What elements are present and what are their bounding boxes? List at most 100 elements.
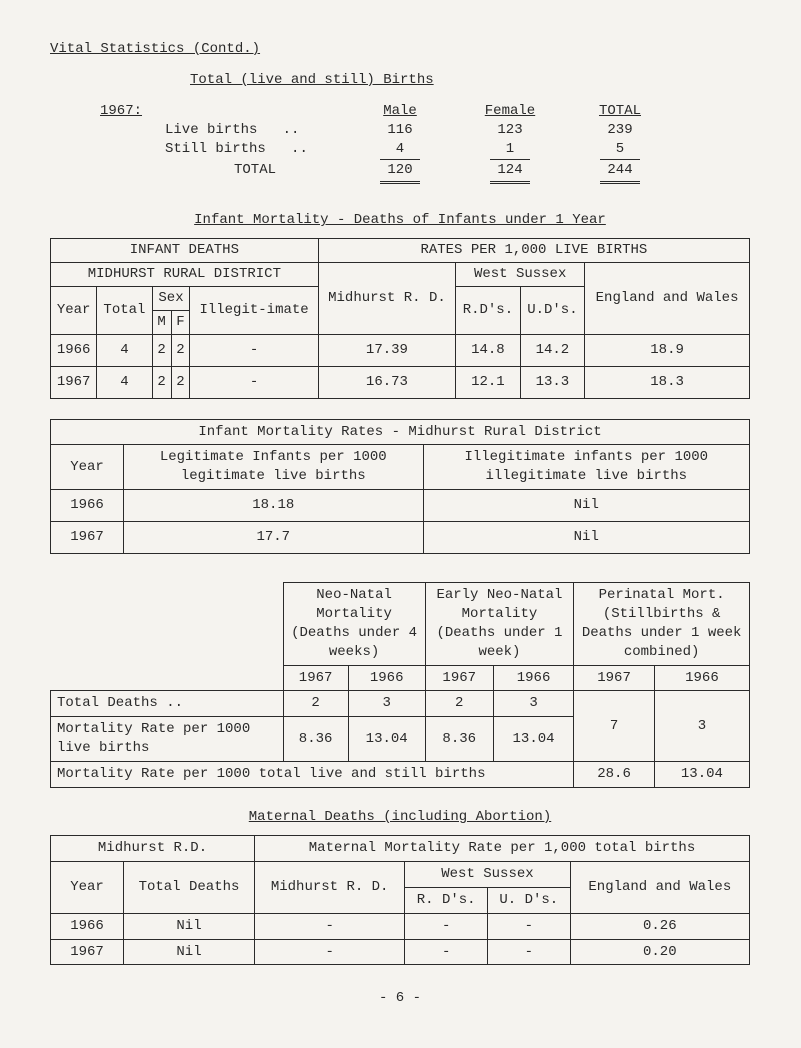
th: England and Wales (585, 263, 750, 335)
th: Perinatal Mort. (Stillbirths & Deaths un… (574, 583, 750, 666)
maternal-title: Maternal Deaths (including Abortion) (50, 808, 750, 827)
page-number: - 6 - (50, 989, 750, 1008)
th: Infant Mortality Rates - Midhurst Rural … (51, 419, 750, 445)
infant-title: Infant Mortality - Deaths of Infants und… (50, 211, 750, 230)
row-label: Mortality Rate per 1000 total live and s… (51, 762, 574, 788)
cell: - (487, 913, 570, 939)
mortality-rates-table: Infant Mortality Rates - Midhurst Rural … (50, 419, 750, 554)
th: Year (51, 445, 124, 490)
cell: 124 (455, 161, 565, 180)
th: Midhurst R.D. (51, 835, 255, 861)
cell: 1 (455, 140, 565, 159)
th: West Sussex (405, 861, 570, 887)
cell: 2 (283, 691, 348, 717)
th: 1966 (348, 665, 425, 691)
cell: - (487, 939, 570, 965)
cell: - (255, 939, 405, 965)
th: Early Neo-Natal Mortality (Deaths under … (425, 583, 574, 666)
cell: 17.7 (124, 522, 424, 554)
cell: Nil (423, 522, 749, 554)
cell: 5 (565, 140, 675, 159)
cell: 7 (574, 691, 655, 762)
row-total: TOTAL (165, 161, 345, 180)
cell: 16.73 (318, 366, 455, 398)
th: 1967 (574, 665, 655, 691)
cell: 2 (171, 366, 190, 398)
cell: 14.2 (520, 334, 585, 366)
th: M (152, 310, 171, 334)
cell: 18.9 (585, 334, 750, 366)
cell: 18.3 (585, 366, 750, 398)
cell: 17.39 (318, 334, 455, 366)
th: England and Wales (570, 861, 749, 913)
cell: 120 (345, 161, 455, 180)
cell: Nil (124, 913, 255, 939)
row-label: Total Deaths .. (51, 691, 284, 717)
cell: - (405, 939, 488, 965)
cell: 13.04 (348, 717, 425, 762)
cell: 2 (152, 334, 171, 366)
births-year-label: 1967: (100, 102, 165, 121)
col-female: Female (455, 102, 565, 121)
th: Total (97, 287, 152, 335)
th: 1966 (654, 665, 749, 691)
cell: 12.1 (456, 366, 521, 398)
th: Illegit-imate (190, 287, 318, 335)
cell: 2 (152, 366, 171, 398)
cell: Nil (423, 490, 749, 522)
cell: 239 (565, 121, 675, 140)
cell: 13.04 (654, 762, 749, 788)
th: R.D's. (456, 287, 521, 335)
th: U. D's. (487, 887, 570, 913)
th: West Sussex (456, 263, 585, 287)
neo-natal-table: Neo-Natal Mortality (Deaths under 4 week… (50, 582, 750, 788)
th: Year (51, 861, 124, 913)
cell: 8.36 (425, 717, 493, 762)
page-title: Vital Statistics (Contd.) (50, 40, 750, 59)
th: Illegitimate infants per 1000 illegitima… (423, 445, 749, 490)
th: U.D's. (520, 287, 585, 335)
cell: 244 (565, 161, 675, 180)
cell: 13.04 (493, 717, 573, 762)
births-block: 1967: Male Female TOTAL Live births .. 1… (100, 102, 750, 186)
cell: 2 (171, 334, 190, 366)
cell: - (255, 913, 405, 939)
maternal-table: Midhurst R.D. Maternal Mortality Rate pe… (50, 835, 750, 965)
col-male: Male (345, 102, 455, 121)
cell: 116 (345, 121, 455, 140)
th: Legitimate Infants per 1000 legitimate l… (124, 445, 424, 490)
cell: 1966 (51, 334, 97, 366)
cell: 123 (455, 121, 565, 140)
col-total: TOTAL (565, 102, 675, 121)
th: MIDHURST RURAL DISTRICT (51, 263, 319, 287)
cell: 0.26 (570, 913, 749, 939)
cell: 1966 (51, 490, 124, 522)
cell: 3 (654, 691, 749, 762)
cell: 2 (425, 691, 493, 717)
th: F (171, 310, 190, 334)
births-title: Total (live and still) Births (190, 71, 750, 90)
th: RATES PER 1,000 LIVE BIRTHS (318, 239, 749, 263)
cell: 1967 (51, 366, 97, 398)
th: Neo-Natal Mortality (Deaths under 4 week… (283, 583, 425, 666)
cell: 0.20 (570, 939, 749, 965)
th: 1967 (425, 665, 493, 691)
th: INFANT DEATHS (51, 239, 319, 263)
cell: 18.18 (124, 490, 424, 522)
cell: 14.8 (456, 334, 521, 366)
cell: 4 (97, 334, 152, 366)
cell: 3 (348, 691, 425, 717)
th: 1967 (283, 665, 348, 691)
cell: - (405, 913, 488, 939)
th: Midhurst R. D. (255, 861, 405, 913)
th: 1966 (493, 665, 573, 691)
cell: 13.3 (520, 366, 585, 398)
th: Sex (152, 287, 190, 311)
row-still-births: Still births .. (165, 140, 345, 159)
th: Maternal Mortality Rate per 1,000 total … (255, 835, 750, 861)
row-live-births: Live births .. (165, 121, 345, 140)
cell: 4 (97, 366, 152, 398)
cell: 4 (345, 140, 455, 159)
row-label: Mortality Rate per 1000 live births (51, 717, 284, 762)
th: Total Deaths (124, 861, 255, 913)
